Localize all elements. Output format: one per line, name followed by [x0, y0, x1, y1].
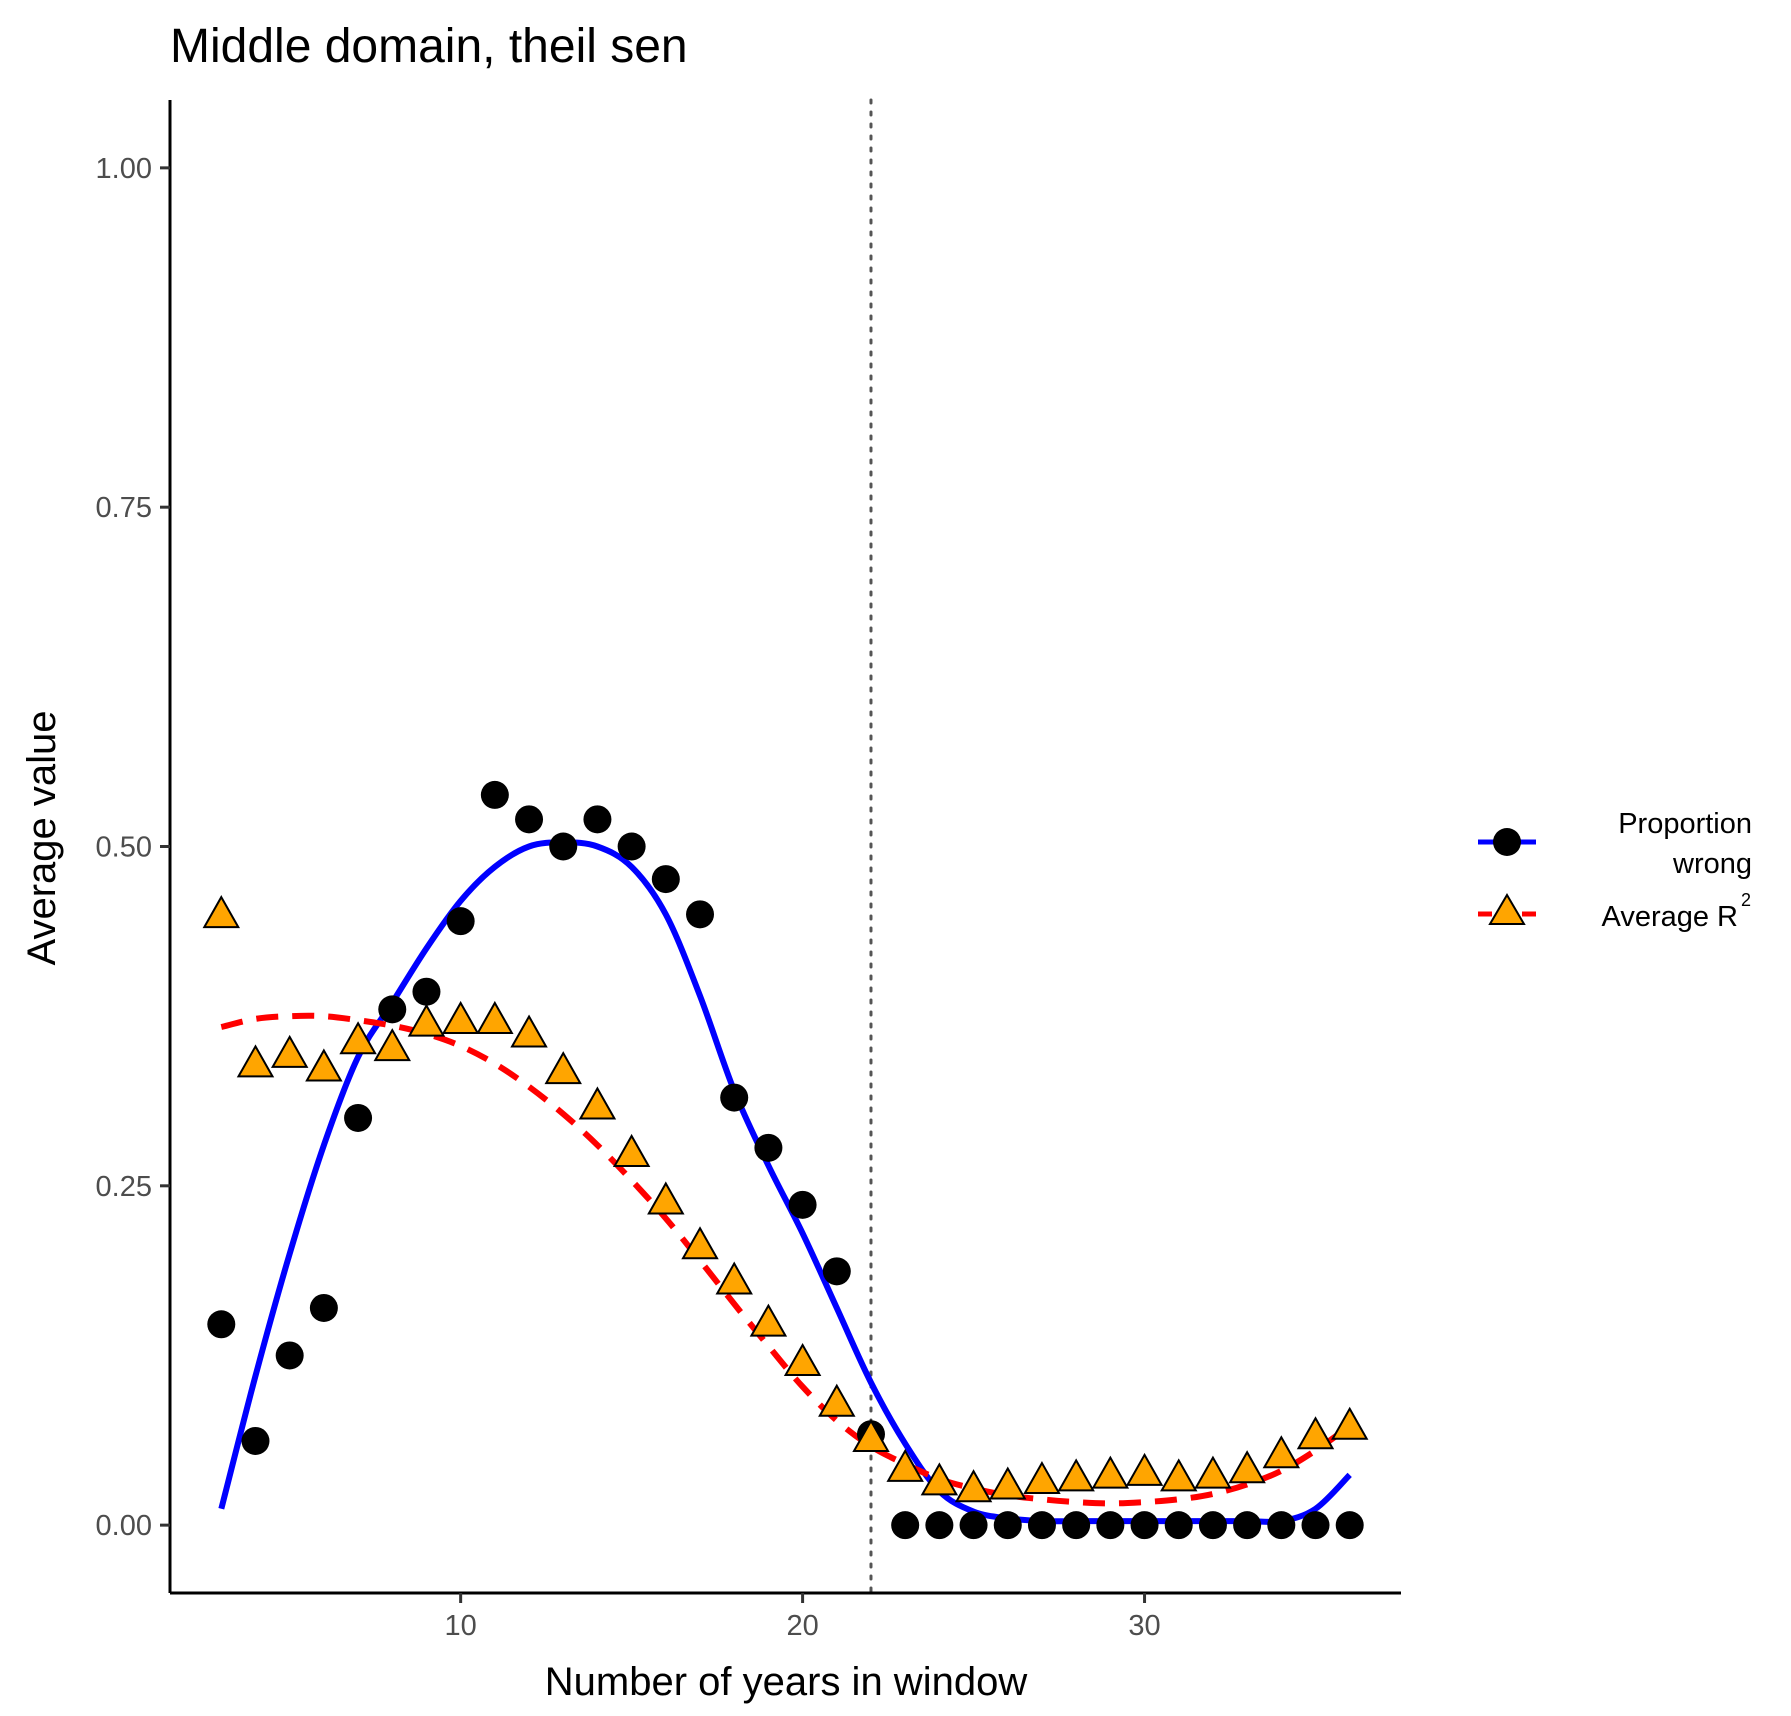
point-proportion-wrong — [344, 1103, 373, 1132]
point-proportion-wrong — [1198, 1511, 1227, 1540]
legend-marker-triangle — [1488, 893, 1526, 925]
point-proportion-wrong — [925, 1511, 954, 1540]
point-proportion-wrong — [275, 1341, 304, 1370]
point-proportion-wrong — [1335, 1511, 1364, 1540]
point-average-r2 — [989, 1466, 1027, 1500]
point-proportion-wrong — [822, 1257, 851, 1286]
point-average-r2 — [1125, 1452, 1164, 1486]
point-average-r2 — [852, 1418, 890, 1452]
y-tick-label: 0.75 — [96, 492, 152, 524]
point-proportion-wrong — [378, 995, 407, 1024]
point-proportion-wrong — [617, 832, 646, 861]
point-proportion-wrong — [686, 900, 715, 929]
point-proportion-wrong — [788, 1190, 817, 1219]
point-average-r2 — [1091, 1455, 1130, 1489]
point-proportion-wrong — [515, 805, 544, 834]
point-average-r2 — [1330, 1406, 1369, 1440]
point-proportion-wrong — [651, 865, 680, 894]
x-tick-label: 20 — [786, 1610, 818, 1642]
legend-label-sup: 2 — [1741, 890, 1751, 910]
legend: Proportion wrong Average R 2 — [1478, 808, 1752, 933]
point-proportion-wrong — [1267, 1511, 1296, 1540]
point-average-r2 — [270, 1034, 309, 1068]
point-average-r2 — [441, 1000, 480, 1034]
point-average-r2 — [510, 1014, 548, 1048]
point-average-r2 — [1262, 1435, 1301, 1469]
y-tick-label: 1.00 — [96, 153, 152, 185]
point-proportion-wrong — [1130, 1511, 1159, 1540]
point-proportion-wrong — [1027, 1511, 1056, 1540]
point-proportion-wrong — [959, 1511, 988, 1540]
point-average-r2 — [1194, 1455, 1232, 1489]
point-average-r2 — [305, 1048, 343, 1082]
point-proportion-wrong — [720, 1083, 749, 1112]
point-average-r2 — [647, 1181, 685, 1215]
point-proportion-wrong — [1062, 1511, 1091, 1540]
point-average-r2 — [476, 1000, 514, 1034]
legend-label-proportion: Proportion — [1618, 808, 1752, 840]
point-proportion-wrong — [412, 977, 441, 1006]
x-tick-label: 10 — [445, 1610, 477, 1642]
point-average-r2 — [578, 1086, 617, 1120]
point-average-r2 — [681, 1226, 719, 1260]
axes: 0.00 0.25 0.50 0.75 1.00 10 20 30 — [96, 100, 1401, 1642]
point-proportion-wrong — [207, 1310, 236, 1339]
chart-title: Middle domain, theil sen — [170, 20, 688, 73]
point-proportion-wrong — [446, 907, 475, 936]
y-tick-label: 0.50 — [96, 832, 152, 864]
x-tick-label: 30 — [1128, 1610, 1160, 1642]
legend-label-average-r: Average R — [1602, 901, 1739, 933]
y-axis-title: Average value — [20, 711, 64, 966]
point-average-r2 — [407, 1003, 446, 1037]
point-average-r2 — [886, 1448, 924, 1482]
point-proportion-wrong — [480, 780, 509, 809]
point-proportion-wrong — [993, 1511, 1022, 1540]
y-tick-label: 0.25 — [96, 1171, 152, 1203]
y-tick-label: 0.00 — [96, 1510, 152, 1542]
point-average-r2 — [954, 1469, 993, 1503]
x-axis-title: Number of years in window — [545, 1660, 1028, 1704]
point-proportion-wrong — [891, 1511, 920, 1540]
point-average-r2 — [612, 1133, 651, 1167]
legend-key-proportion-wrong — [1478, 828, 1536, 856]
legend-label-wrong: wrong — [1672, 848, 1752, 880]
fit-line-proportion-wrong — [218, 839, 1352, 1525]
legend-key-average-r2 — [1478, 893, 1536, 925]
point-average-r2 — [715, 1261, 753, 1295]
point-proportion-wrong — [241, 1426, 270, 1455]
point-average-r2 — [236, 1044, 275, 1078]
point-average-r2 — [920, 1462, 959, 1496]
point-proportion-wrong — [754, 1133, 783, 1162]
plot-area — [202, 98, 1369, 1595]
point-proportion-wrong — [583, 805, 612, 834]
point-average-r2 — [1296, 1416, 1335, 1450]
point-average-r2 — [202, 895, 241, 929]
point-average-r2 — [1057, 1458, 1095, 1492]
point-average-r2 — [783, 1342, 822, 1376]
point-proportion-wrong — [1301, 1511, 1330, 1540]
point-average-r2 — [1228, 1450, 1266, 1484]
point-proportion-wrong — [1096, 1511, 1125, 1540]
point-average-r2 — [339, 1021, 377, 1055]
point-average-r2 — [1023, 1461, 1061, 1495]
point-average-r2 — [544, 1051, 582, 1085]
point-average-r2 — [749, 1303, 788, 1337]
point-proportion-wrong — [1233, 1511, 1262, 1540]
point-average-r2 — [818, 1383, 856, 1417]
point-proportion-wrong — [309, 1293, 338, 1322]
legend-marker-circle — [1493, 828, 1521, 856]
point-proportion-wrong — [549, 832, 578, 861]
fit-line-average-r2 — [220, 1012, 1352, 1507]
point-average-r2 — [1160, 1458, 1198, 1492]
point-average-r2 — [373, 1028, 411, 1062]
point-proportion-wrong — [1164, 1511, 1193, 1540]
